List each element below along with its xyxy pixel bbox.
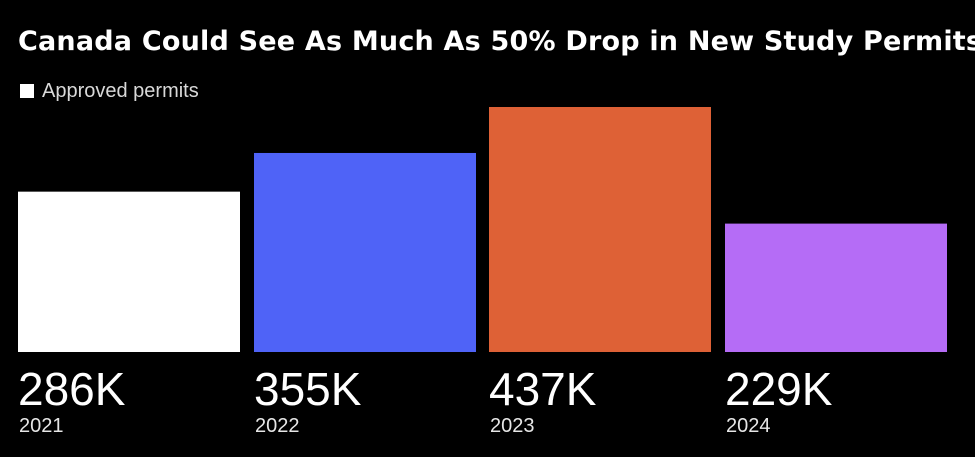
value-label-2023: 437K — [489, 363, 597, 415]
category-label-2023: 2023 — [490, 415, 535, 437]
chart-title: Canada Could See As Much As 50% Drop in … — [18, 26, 975, 57]
bar-2023 — [489, 107, 711, 352]
value-label-2024: 229K — [725, 363, 833, 415]
category-label-2022: 2022 — [255, 415, 300, 437]
value-label-2022: 355K — [254, 363, 362, 415]
bar-2022 — [254, 152, 476, 352]
legend: Approved permits — [20, 79, 199, 103]
legend-label-approved-permits: Approved permits — [42, 79, 199, 102]
legend-swatch — [20, 84, 34, 98]
value-label-2021: 286K — [18, 363, 126, 415]
bar-2024 — [725, 223, 947, 352]
bar-2021 — [18, 191, 240, 352]
category-label-2021: 2021 — [19, 415, 64, 437]
category-label-2024: 2024 — [726, 415, 771, 437]
